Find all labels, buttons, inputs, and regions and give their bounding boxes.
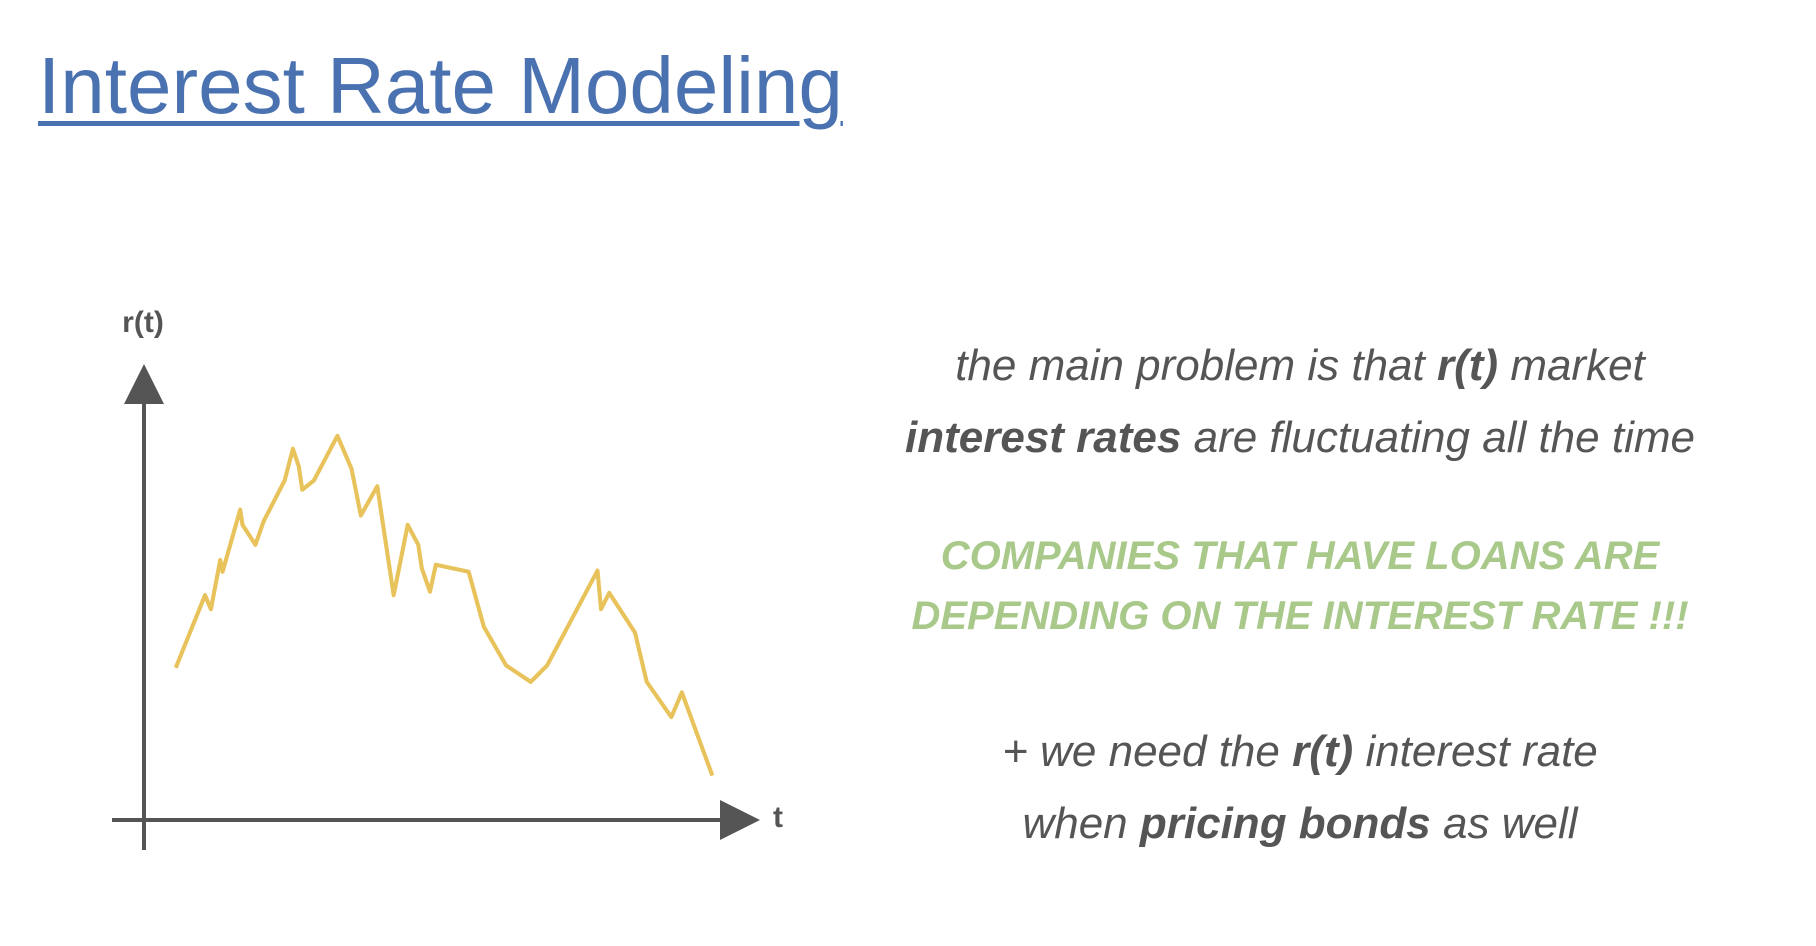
- text: are fluctuating all the time: [1193, 413, 1695, 462]
- text: market: [1510, 341, 1645, 390]
- line: COMPANIES THAT HAVE LOANS ARE: [940, 534, 1660, 578]
- line: when pricing bonds as well: [840, 788, 1760, 860]
- x-axis-label: t: [773, 801, 783, 834]
- line: interest rates are fluctuating all the t…: [840, 402, 1760, 474]
- text: interest rate: [1365, 727, 1598, 776]
- title: Interest Rate Modeling: [38, 41, 843, 130]
- rate-curve: [173, 433, 715, 777]
- text: the main problem is that: [955, 341, 1425, 390]
- y-axis-label: r(t): [122, 306, 164, 339]
- bold-text: interest rates: [905, 413, 1182, 462]
- highlight: COMPANIES THAT HAVE LOANS ARE DEPENDING …: [840, 526, 1760, 646]
- paragraph: + we need the r(t) interest rate when pr…: [840, 716, 1760, 860]
- line: + we need the r(t) interest rate: [840, 716, 1760, 788]
- line: DEPENDING ON THE INTEREST RATE !!!: [911, 594, 1689, 638]
- line: the main problem is that r(t) market: [840, 330, 1760, 402]
- paragraph: the main problem is that r(t) market int…: [840, 330, 1760, 474]
- bold-text: pricing bonds: [1139, 799, 1431, 848]
- text: as well: [1443, 799, 1578, 848]
- text: when: [1022, 799, 1128, 848]
- text: + we need the: [1002, 727, 1280, 776]
- bold-text: r(t): [1292, 727, 1354, 776]
- bold-text: r(t): [1436, 341, 1499, 390]
